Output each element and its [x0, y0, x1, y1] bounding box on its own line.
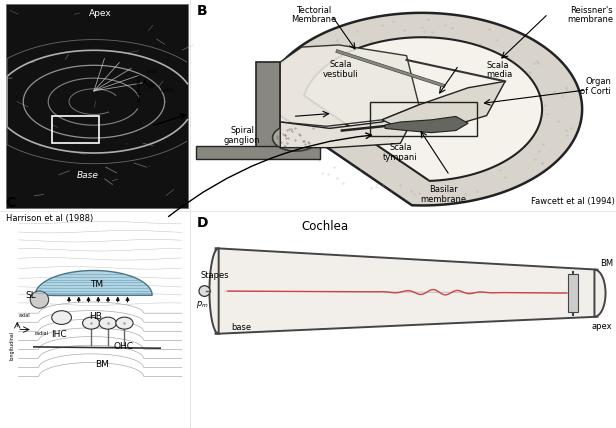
- Text: Apex: Apex: [89, 9, 111, 18]
- Circle shape: [116, 317, 133, 329]
- Polygon shape: [280, 45, 419, 126]
- Bar: [6, 4, 188, 208]
- Text: longitudinal: longitudinal: [9, 330, 14, 360]
- Text: Basilar
membrane: Basilar membrane: [421, 185, 466, 204]
- Text: radial: radial: [160, 88, 174, 93]
- Text: HB: HB: [89, 312, 102, 321]
- Text: Cochlea: Cochlea: [302, 220, 349, 232]
- Text: OHC: OHC: [113, 342, 133, 351]
- Bar: [194, 2, 615, 210]
- Text: Base: Base: [77, 171, 99, 180]
- Polygon shape: [216, 248, 598, 334]
- Bar: [6, 212, 188, 419]
- Circle shape: [99, 317, 116, 329]
- Circle shape: [83, 317, 100, 329]
- Text: BM: BM: [95, 360, 108, 369]
- Text: Scala
media: Scala media: [487, 61, 513, 80]
- Text: Scala
tympani: Scala tympani: [383, 143, 418, 162]
- Circle shape: [52, 311, 71, 324]
- Ellipse shape: [272, 125, 319, 151]
- Polygon shape: [209, 248, 219, 334]
- Text: base: base: [231, 323, 251, 332]
- Bar: [568, 274, 578, 312]
- Text: Organ
of Corti: Organ of Corti: [580, 77, 611, 96]
- Text: BM: BM: [601, 259, 614, 268]
- Polygon shape: [382, 81, 505, 128]
- Ellipse shape: [30, 291, 49, 308]
- Text: radial: radial: [34, 331, 49, 336]
- Polygon shape: [196, 146, 320, 159]
- Text: $p_m$: $p_m$: [197, 299, 209, 310]
- Polygon shape: [304, 37, 542, 181]
- Text: axial: axial: [147, 69, 159, 74]
- Text: C: C: [5, 196, 15, 210]
- Text: Harrison et al (1988): Harrison et al (1988): [6, 214, 94, 223]
- Text: Scala
vestibuli: Scala vestibuli: [323, 60, 359, 79]
- Polygon shape: [385, 116, 468, 133]
- Text: axial: axial: [19, 312, 31, 318]
- Text: SL: SL: [26, 291, 36, 300]
- Bar: [370, 102, 477, 136]
- Polygon shape: [35, 270, 152, 295]
- Ellipse shape: [199, 286, 210, 296]
- Polygon shape: [256, 62, 280, 156]
- Text: D: D: [197, 216, 209, 230]
- Polygon shape: [262, 13, 582, 205]
- Text: Spiral
ganglion: Spiral ganglion: [224, 126, 261, 145]
- Text: Tectorial
Membrane: Tectorial Membrane: [291, 6, 337, 24]
- Polygon shape: [280, 107, 419, 148]
- Polygon shape: [594, 270, 606, 317]
- Text: apex: apex: [591, 322, 612, 331]
- Text: IHC: IHC: [51, 330, 67, 339]
- Text: Fawcett et al (1994): Fawcett et al (1994): [531, 197, 615, 206]
- Text: Reissner's
membrane: Reissner's membrane: [567, 6, 613, 24]
- Text: B: B: [197, 4, 208, 18]
- Bar: [52, 116, 99, 143]
- Text: Stapes: Stapes: [200, 271, 229, 280]
- Text: TM: TM: [90, 280, 103, 289]
- Bar: [194, 214, 615, 419]
- Text: longitudinal: longitudinal: [137, 71, 142, 101]
- Text: A: A: [5, 0, 15, 2]
